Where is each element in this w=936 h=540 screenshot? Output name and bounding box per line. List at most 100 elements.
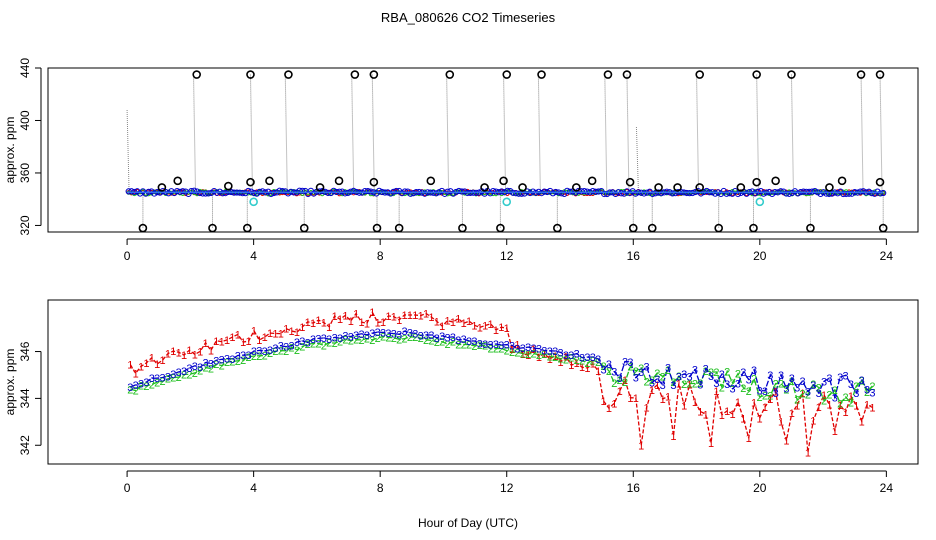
series-1-label-mark: 1 [746,433,752,445]
series-3-point [410,190,417,197]
series-3-point [760,190,767,197]
series-2-label-mark: 2 [568,353,574,365]
series-2-label-mark: 2 [842,392,848,404]
series-3-point [578,188,585,195]
series-2-label-mark: 2 [418,333,424,345]
series-3-point [734,190,742,198]
low-outlier-marker [372,223,382,233]
top-y-tick-label: 440 [18,58,32,78]
series-1-label-mark: 1 [767,394,773,406]
series-2-label-mark: 2 [719,382,725,394]
series-1-label-mark: 1 [869,403,875,415]
bottom-x-tick-label: 16 [627,481,641,495]
series-2-label-mark: 2 [746,386,752,398]
series-3-label-mark: 3 [321,333,327,345]
series-1-label-mark: 1 [617,386,623,398]
top-x-tick-label: 16 [627,249,641,263]
series-3-label-mark: 3 [719,369,725,381]
series-1-label-mark: 1 [364,318,370,330]
series-1-label-mark: 1 [342,310,348,322]
series-2-label-mark: 2 [197,365,203,377]
series-3-label-mark: 3 [826,373,832,385]
series-1-label-mark: 1 [224,335,230,347]
series-2-label-mark: 2 [165,374,171,386]
series-3-label-mark: 3 [869,388,875,400]
series-1-label-mark: 1 [407,310,413,322]
series-3-label-mark: 3 [617,373,623,385]
low-outlier-marker [394,223,404,233]
spike-line [696,74,700,193]
series-1-label-mark: 1 [525,350,531,362]
moderate-outlier-marker [265,176,274,186]
series-3-label-mark: 3 [676,372,682,384]
series-3-point [857,188,864,195]
spike-line [604,74,608,193]
series-1-label-mark: 1 [799,388,805,400]
bottom-x-tick-label: 20 [753,481,767,495]
series-2-label-mark: 2 [552,352,558,364]
series-1-label-mark: 1 [778,417,784,429]
series-3-label-mark: 3 [837,372,843,384]
series-3-label-mark: 3 [289,341,295,353]
series-3-label-mark: 3 [574,349,580,361]
series-2-label-mark: 2 [133,385,139,397]
moderate-outlier-marker [173,176,183,186]
series-3-point [601,190,608,198]
series-3-point [669,190,676,197]
series-2-label-mark: 2 [450,337,456,349]
series-3-label-mark: 3 [224,354,230,366]
series-1-label-mark: 1 [149,353,155,365]
series-2-label-mark: 2 [649,375,655,387]
series-2-label-mark: 2 [498,343,504,355]
series-3-label-mark: 3 [326,334,332,346]
series-3-label-mark: 3 [256,345,262,357]
series-1-label-mark: 1 [256,335,262,347]
series-2-label-mark: 2 [687,378,693,390]
series-3-point [490,188,497,195]
series-3-point [840,190,847,198]
series-2-label-mark: 2 [471,341,477,353]
series-2-label-mark: 2 [251,351,257,363]
series-3-label-mark: 3 [375,327,381,339]
series-1-label-mark: 1 [439,321,445,333]
series-1-label-mark: 1 [423,308,429,320]
top-panel: 0 4 8 12 16 20 24 320 360 400 440 approx. ppm [3,58,919,263]
series-1-label-mark: 1 [246,336,252,348]
series-3-label-mark: 3 [638,367,644,379]
series-3-label-mark: 3 [428,330,434,342]
series-2-label-mark: 2 [401,334,407,346]
series-1-label-mark: 1 [557,357,563,369]
series-3-label-mark: 3 [332,332,338,344]
series-1-label-mark: 1 [520,349,526,361]
series-2-label-mark: 2 [783,384,789,396]
series-1-label-mark: 1 [708,438,714,450]
series-2-label-mark: 2 [536,350,542,362]
series-3-point [364,187,371,195]
series-2-label-mark: 2 [289,342,295,354]
series-2-label-mark: 2 [622,377,628,389]
series-2-label-mark: 2 [315,339,321,351]
series-3-label-mark: 3 [611,367,617,379]
series-1-label-mark: 1 [305,317,311,329]
moderate-outlier-marker [673,183,682,192]
series-3-label-mark: 3 [552,346,558,358]
series-3-label-mark: 3 [267,345,273,357]
series-2-label-mark: 2 [713,367,719,379]
bottom-y-tick-label: 346 [18,341,32,361]
moderate-outlier-marker [587,176,597,186]
series-1-label-mark: 1 [665,391,671,403]
moderate-outlier-marker [334,176,344,186]
series-3-point [458,188,465,195]
series-3-label-mark: 3 [600,364,606,376]
series-1-label-mark: 1 [509,344,515,356]
series-2-label-mark: 2 [294,345,300,357]
series-3-point [794,190,801,197]
series-1-label-mark: 1 [692,397,698,409]
series-2-label-mark: 2 [213,359,219,371]
series-3-point [299,187,306,194]
series-1-label-mark: 1 [138,361,144,373]
series-3-label-mark: 3 [369,328,375,340]
series-3-point [296,187,303,194]
series-3-label-mark: 3 [622,357,628,369]
spike-line [879,74,883,193]
